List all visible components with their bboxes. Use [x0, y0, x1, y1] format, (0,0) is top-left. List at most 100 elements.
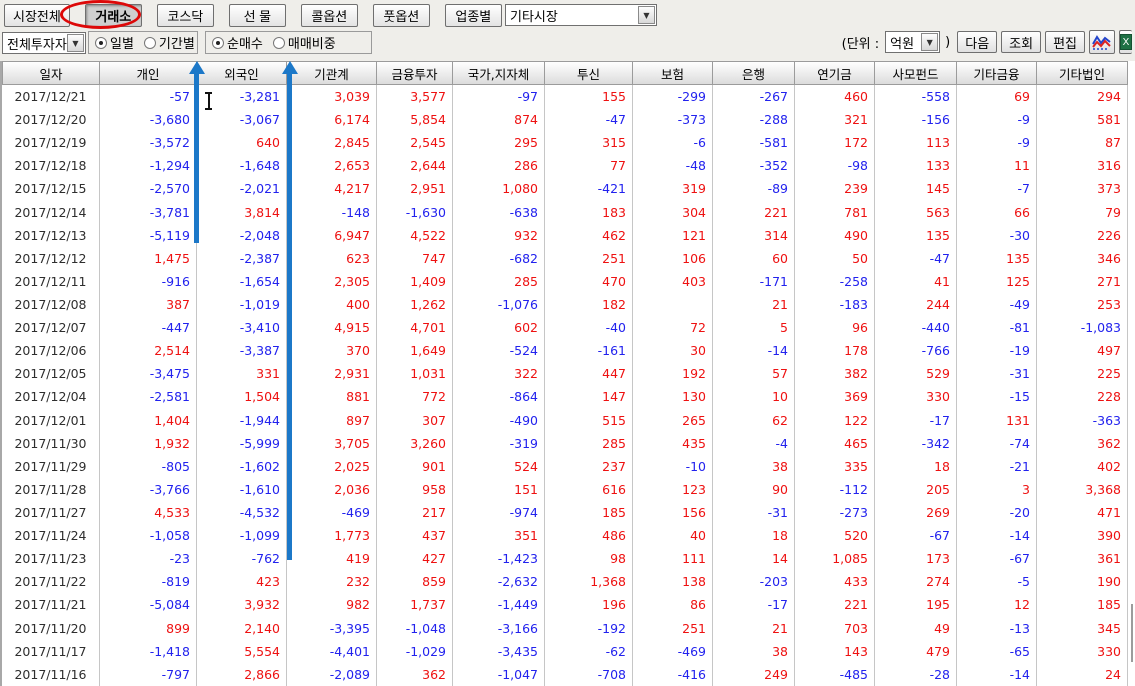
- market-tab[interactable]: 콜옵션: [300, 4, 358, 27]
- value-cell: -49: [957, 292, 1037, 317]
- table-row[interactable]: 2017/12/06 2,514 -3,387 370 1,649 -524 -161 30-…: [2, 339, 1128, 363]
- table-row[interactable]: 2017/11/16 -797 2,866 -2,089 362 -1,047 -708 -4…: [2, 662, 1128, 686]
- table-row[interactable]: 2017/12/21 -57 -3,281 3,039 3,577 -97 155 -299-…: [2, 85, 1128, 109]
- table-row[interactable]: 2017/12/07 -447 -3,410 4,915 4,701 602 -40 72 5 9…: [2, 316, 1128, 340]
- table-row[interactable]: 2017/12/12 1,475 -2,387 623 747 -682 251 106 60 5…: [2, 246, 1128, 270]
- value-cell: 244: [875, 292, 957, 317]
- value-cell: 111: [633, 547, 713, 571]
- table-row[interactable]: 2017/12/14 -3,781 3,814 -148 -1,630 -638 183 30…: [2, 200, 1128, 224]
- table-row[interactable]: 2017/12/01 1,404 -1,944 897 307 -490 515 265 62 1…: [2, 408, 1128, 432]
- radio-option[interactable]: 일별: [95, 33, 134, 52]
- value-cell: 286: [453, 154, 545, 178]
- radio-label: 순매수: [227, 37, 263, 52]
- column-header[interactable]: 연기금: [795, 61, 875, 85]
- value-cell: 151: [453, 477, 545, 501]
- column-header[interactable]: 외국인: [197, 61, 287, 85]
- value-cell: 427: [377, 547, 453, 571]
- value-cell: 98: [545, 547, 633, 571]
- column-header[interactable]: 개인: [100, 61, 197, 85]
- column-header[interactable]: 일자: [2, 61, 100, 85]
- value-cell: 62: [713, 408, 795, 432]
- value-cell: -31: [957, 362, 1037, 386]
- table-row[interactable]: 2017/11/24 -1,058 -1,099 1,773 437 351 486 40 18…: [2, 524, 1128, 548]
- query-button[interactable]: 조회: [1001, 31, 1042, 53]
- table-row[interactable]: 2017/12/15 -2,570 -2,021 4,217 2,951 1,080 -42…: [2, 177, 1128, 201]
- value-cell: -373: [633, 108, 713, 132]
- scrollbar-track[interactable]: [1128, 61, 1135, 686]
- chevron-down-icon[interactable]: ▼: [921, 33, 939, 51]
- market-tab[interactable]: 코스닥: [156, 4, 214, 27]
- chart-icon[interactable]: [1089, 30, 1115, 54]
- market-tab[interactable]: 풋옵션: [372, 4, 430, 27]
- table-row[interactable]: 2017/11/22 -819 423 232 859 -2,632 1,368 138 -20…: [2, 570, 1128, 594]
- chevron-down-icon[interactable]: ▼: [638, 6, 655, 24]
- date-cell: 2017/12/06: [2, 339, 100, 363]
- value-cell: 616: [545, 477, 633, 501]
- value-cell: 361: [1037, 547, 1128, 571]
- next-button[interactable]: 다음: [957, 31, 998, 53]
- value-cell: 319: [633, 177, 713, 201]
- table-row[interactable]: 2017/12/20 -3,680 -3,067 6,174 5,854 874 -47 -3…: [2, 108, 1128, 132]
- value-cell: -447: [100, 316, 197, 340]
- table-row[interactable]: 2017/11/29 -805 -1,602 2,025 901 524 237 -10 38 3…: [2, 454, 1128, 478]
- market-tab[interactable]: 업종별: [444, 4, 502, 27]
- value-cell: -3,410: [197, 316, 287, 340]
- radio-option[interactable]: 순매수: [212, 33, 263, 52]
- table-row[interactable]: 2017/11/21 -5,084 3,932 982 1,737 -1,449 196 86…: [2, 593, 1128, 617]
- column-header[interactable]: 기관계: [287, 61, 377, 85]
- date-cell: 2017/11/28: [2, 477, 100, 501]
- table-row[interactable]: 2017/11/23 -23 -762 419 427 -1,423 98 111 14 1,08…: [2, 547, 1128, 571]
- table-row[interactable]: 2017/12/18 -1,294 -1,648 2,653 2,644 286 77 -48…: [2, 154, 1128, 178]
- value-cell: 3,260: [377, 431, 453, 455]
- value-cell: -13: [957, 616, 1037, 640]
- column-header[interactable]: 은행: [713, 61, 795, 85]
- market-tab[interactable]: 시장전체: [4, 4, 70, 27]
- table-row[interactable]: 2017/11/28 -3,766 -1,610 2,036 958 151 616 123 9…: [2, 477, 1128, 501]
- value-cell: -47: [875, 246, 957, 270]
- table-row[interactable]: 2017/12/08 387 -1,019 400 1,262 -1,076 182 21 -1…: [2, 292, 1128, 317]
- value-cell: 1,932: [100, 431, 197, 455]
- value-cell: -5: [957, 570, 1037, 594]
- market-tab[interactable]: 거래소: [84, 4, 142, 27]
- market-tab[interactable]: 선 물: [228, 4, 286, 27]
- value-cell: -7: [957, 177, 1037, 201]
- investor-select[interactable]: 전체투자자 ▼: [2, 32, 86, 54]
- column-header[interactable]: 기타법인: [1037, 61, 1128, 85]
- value-cell: -9: [957, 131, 1037, 155]
- column-header[interactable]: 국가,지자체: [453, 61, 545, 85]
- value-cell: 331: [197, 362, 287, 386]
- table-row[interactable]: 2017/11/20 899 2,140 -3,395 -1,048 -3,166 -192…: [2, 616, 1128, 640]
- column-header[interactable]: 기타금융: [957, 61, 1037, 85]
- value-cell: 143: [795, 639, 875, 663]
- unit-select[interactable]: 억원 ▼: [885, 31, 941, 53]
- value-cell: -2,570: [100, 177, 197, 201]
- value-cell: 315: [545, 131, 633, 155]
- value-cell: -1,610: [197, 477, 287, 501]
- radio-option[interactable]: 기간별: [143, 33, 195, 52]
- excel-icon[interactable]: X: [1119, 30, 1132, 54]
- radio-option[interactable]: 매매비중: [272, 33, 336, 52]
- value-cell: 50: [795, 246, 875, 270]
- table-row[interactable]: 2017/11/30 1,932 -5,999 3,705 3,260 -319 285 43…: [2, 431, 1128, 455]
- column-header[interactable]: 투신: [545, 61, 633, 85]
- table-row[interactable]: 2017/12/11 -916 -1,654 2,305 1,409 285 470 403-…: [2, 269, 1128, 293]
- scrollbar-thumb[interactable]: [1131, 604, 1133, 662]
- column-header[interactable]: 보험: [633, 61, 713, 85]
- value-cell: -3,766: [100, 477, 197, 501]
- column-header[interactable]: 사모펀드: [875, 61, 957, 85]
- table-row[interactable]: 2017/11/17 -1,418 5,554 -4,401 -1,029 -3,435-…: [2, 639, 1128, 663]
- column-header[interactable]: 금융투자: [377, 61, 453, 85]
- value-cell: 3: [957, 477, 1037, 501]
- table-row[interactable]: 2017/12/19 -3,572 640 2,845 2,545 295 315 -6 -58…: [2, 131, 1128, 155]
- other-market-select[interactable]: 기타시장 ▼: [505, 4, 657, 26]
- edit-button[interactable]: 편집: [1045, 31, 1085, 53]
- table-row[interactable]: 2017/12/04 -2,581 1,504 881 772 -864 147 130 10 3…: [2, 385, 1128, 409]
- value-cell: -1,083: [1037, 316, 1128, 340]
- table-row[interactable]: 2017/11/27 4,533 -4,532 -469 217 -974 185 156 -3…: [2, 500, 1128, 525]
- table-row[interactable]: 2017/12/05 -3,475 331 2,931 1,031 322 447 192 57…: [2, 362, 1128, 386]
- value-cell: 221: [713, 200, 795, 224]
- value-cell: 419: [287, 547, 377, 571]
- chevron-down-icon[interactable]: ▼: [67, 34, 84, 52]
- value-cell: 251: [545, 246, 633, 270]
- table-row[interactable]: 2017/12/13 -5,119 -2,048 6,947 4,522 932 462 12…: [2, 223, 1128, 247]
